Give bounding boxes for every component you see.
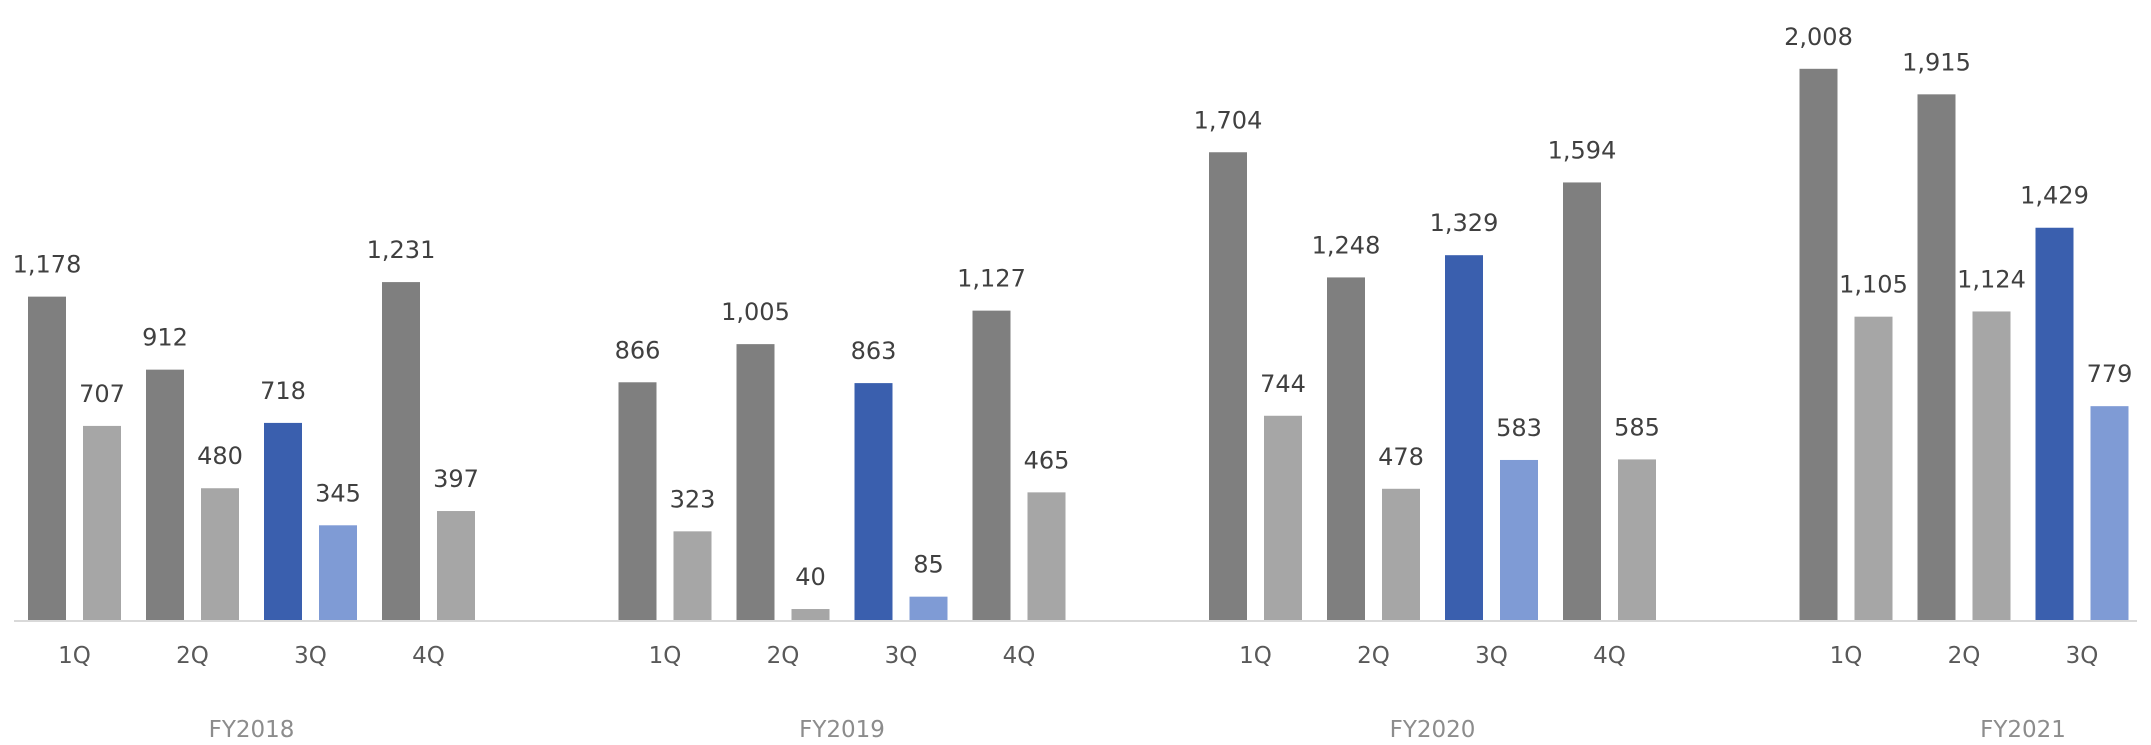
labels-layer: FY2018 1,178 707 1Q 912 480 2Q 718 345 3Q 1,231 397… <box>13 23 2133 743</box>
data-label: 345 <box>315 479 361 507</box>
data-label: 1,704 <box>1194 106 1263 134</box>
data-label: 1,248 <box>1312 231 1381 259</box>
data-label: 863 <box>851 337 897 365</box>
data-label: 2,008 <box>1784 23 1853 51</box>
quarter-tick-label: 2Q <box>176 643 209 669</box>
bar-secondary <box>791 609 830 620</box>
data-label: 912 <box>142 324 188 352</box>
quarter-tick-label: 1Q <box>58 643 91 669</box>
bar-secondary <box>319 525 357 620</box>
bar-secondary <box>83 425 121 620</box>
bar-primary <box>264 422 302 620</box>
bar-primary <box>146 369 184 620</box>
data-label: 465 <box>1024 446 1070 474</box>
bar-secondary <box>1500 459 1538 620</box>
data-label: 1,329 <box>1430 209 1499 237</box>
fiscal-year-label: FY2021 <box>1980 717 2066 743</box>
quarter-tick-label: 2Q <box>1357 643 1390 669</box>
quarter-tick-label: 1Q <box>1239 643 1272 669</box>
bar-primary <box>28 296 66 620</box>
bar-secondary <box>909 596 948 620</box>
data-label: 85 <box>913 551 944 579</box>
fiscal-year-label: FY2019 <box>799 717 885 743</box>
bar-primary <box>1563 182 1601 620</box>
bar-primary <box>1327 277 1365 620</box>
bar-secondary <box>201 488 239 620</box>
bar-secondary <box>1854 316 1893 620</box>
bar-primary <box>382 282 420 620</box>
data-label: 397 <box>433 465 479 493</box>
data-label: 1,594 <box>1548 136 1617 164</box>
quarter-tick-label: 2Q <box>1948 643 1981 669</box>
bar-primary <box>1917 94 1956 620</box>
bar-secondary <box>1264 415 1302 620</box>
bar-secondary <box>2090 406 2129 620</box>
bar-secondary <box>673 531 712 620</box>
quarter-tick-label: 1Q <box>649 643 682 669</box>
data-label: 1,231 <box>367 236 436 264</box>
data-label: 480 <box>197 442 243 470</box>
data-label: 1,124 <box>1957 265 2026 293</box>
quarter-tick-label: 3Q <box>2066 643 2099 669</box>
bars-layer <box>28 68 2129 620</box>
bar-primary <box>854 383 893 620</box>
bar-primary <box>972 310 1011 620</box>
quarter-tick-label: 2Q <box>767 643 800 669</box>
bar-primary <box>736 344 775 620</box>
data-label: 583 <box>1496 414 1542 442</box>
fiscal-year-label: FY2018 <box>209 717 295 743</box>
data-label: 1,005 <box>721 298 790 326</box>
bar-primary <box>618 382 657 620</box>
quarter-tick-label: 3Q <box>294 643 327 669</box>
data-label: 478 <box>1378 443 1424 471</box>
bar-secondary <box>1618 459 1656 620</box>
data-label: 1,178 <box>13 251 82 279</box>
data-label: 1,915 <box>1902 48 1971 76</box>
quarter-tick-label: 4Q <box>1593 643 1626 669</box>
quarter-tick-label: 4Q <box>1003 643 1036 669</box>
data-label: 1,105 <box>1839 271 1908 299</box>
fiscal-year-label: FY2020 <box>1390 717 1476 743</box>
quarter-tick-label: 3Q <box>885 643 918 669</box>
bar-secondary <box>1382 488 1420 620</box>
bar-primary <box>2035 227 2074 620</box>
bar-secondary <box>437 511 475 620</box>
data-label: 40 <box>795 563 826 591</box>
quarter-tick-label: 3Q <box>1475 643 1508 669</box>
data-label: 744 <box>1260 370 1306 398</box>
quarter-tick-label: 1Q <box>1830 643 1863 669</box>
bar-primary <box>1799 68 1838 620</box>
data-label: 1,429 <box>2020 182 2089 210</box>
data-label: 718 <box>260 377 306 405</box>
bar-secondary <box>1027 492 1066 620</box>
quarter-tick-label: 4Q <box>412 643 445 669</box>
data-label: 1,127 <box>957 265 1026 293</box>
data-label: 779 <box>2087 360 2133 388</box>
data-label: 866 <box>615 336 661 364</box>
data-label: 707 <box>79 380 125 408</box>
bar-primary <box>1445 255 1483 620</box>
bar-primary <box>1209 152 1247 620</box>
data-label: 323 <box>670 485 716 513</box>
bar-secondary <box>1972 311 2011 620</box>
data-label: 585 <box>1614 413 1660 441</box>
